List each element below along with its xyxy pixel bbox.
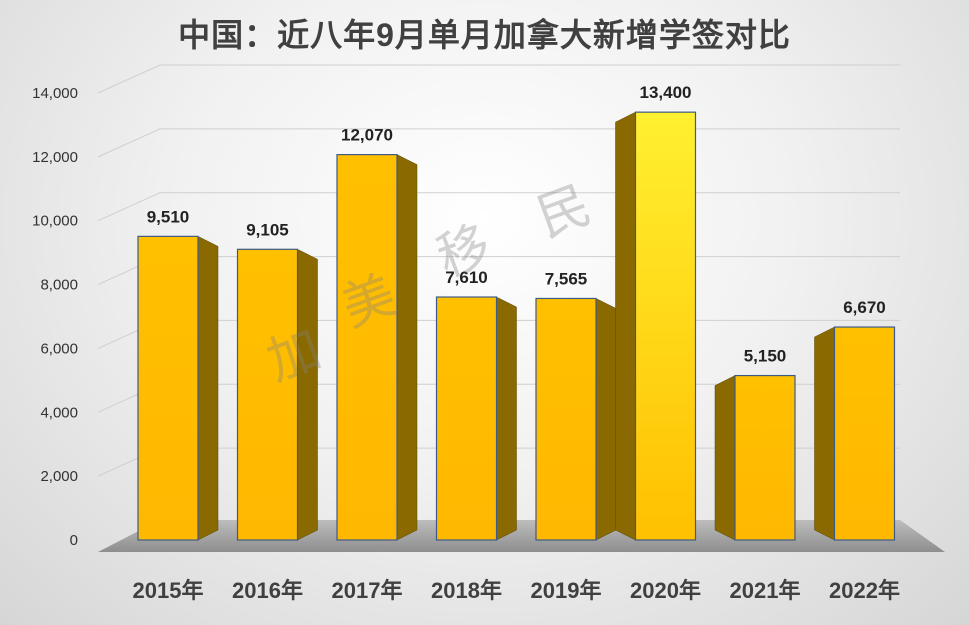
x-tick-label: 2021年 (730, 578, 801, 603)
bar (734, 374, 796, 541)
bar-side (197, 235, 219, 541)
gridline (97, 256, 900, 286)
watermark-char: 民 (530, 176, 599, 248)
watermark-char: 移 (430, 216, 499, 288)
bar (634, 111, 697, 541)
bar-side (396, 154, 418, 541)
gridline (97, 64, 900, 94)
x-tick-label: 2022年 (829, 578, 900, 603)
bars (137, 111, 896, 541)
data-label: 7,610 (445, 268, 488, 287)
x-axis-categories: 2015年 2016年 2017年 2018年 2019年 2020年 2021年 2022年 (133, 578, 900, 603)
x-tick-label: 2019年 (531, 578, 602, 603)
bar-side (496, 296, 517, 541)
bar-side (595, 298, 617, 541)
bar (336, 154, 398, 541)
y-tick-label: 8,000 (40, 277, 78, 294)
x-tick-label: 2015年 (133, 578, 204, 603)
chart-title: 中国：近八年9月单月加拿大新增学签对比 (178, 17, 791, 53)
y-tick-label: 4,000 (40, 404, 78, 421)
x-tick-label: 2018年 (431, 578, 502, 603)
bar-side (814, 326, 835, 541)
y-tick-label: 2,000 (40, 468, 78, 485)
bar-side (297, 248, 318, 541)
gridline (97, 128, 900, 158)
data-label: 9,510 (147, 207, 190, 226)
x-tick-label: 2017年 (332, 578, 403, 603)
x-tick-label: 2020年 (630, 578, 701, 603)
data-label: 9,105 (246, 220, 289, 239)
data-label: 5,150 (744, 347, 787, 366)
data-labels: 9,510 9,105 12,070 7,610 7,565 13,400 5,150 6,6… (147, 83, 886, 365)
bar (833, 326, 896, 541)
bar (435, 296, 498, 541)
y-tick-label: 6,000 (40, 340, 78, 357)
y-tick-label: 10,000 (32, 213, 78, 230)
data-label: 12,070 (341, 126, 393, 145)
gridline (97, 192, 900, 222)
bar (236, 248, 299, 541)
bar (137, 235, 199, 541)
y-tick-label: 14,000 (32, 85, 78, 102)
bar-side (714, 375, 736, 541)
y-axis-ticks: 0 2,000 4,000 6,000 8,000 10,000 12,000 14,000 (32, 85, 78, 549)
y-tick-label: 12,000 (32, 149, 78, 166)
y-tick-label: 0 (70, 532, 78, 549)
bar-side (615, 111, 636, 541)
data-label: 6,670 (843, 298, 886, 317)
bar (535, 297, 597, 541)
data-label: 7,565 (545, 269, 588, 288)
x-tick-label: 2016年 (232, 578, 303, 603)
data-label: 13,400 (640, 83, 692, 102)
